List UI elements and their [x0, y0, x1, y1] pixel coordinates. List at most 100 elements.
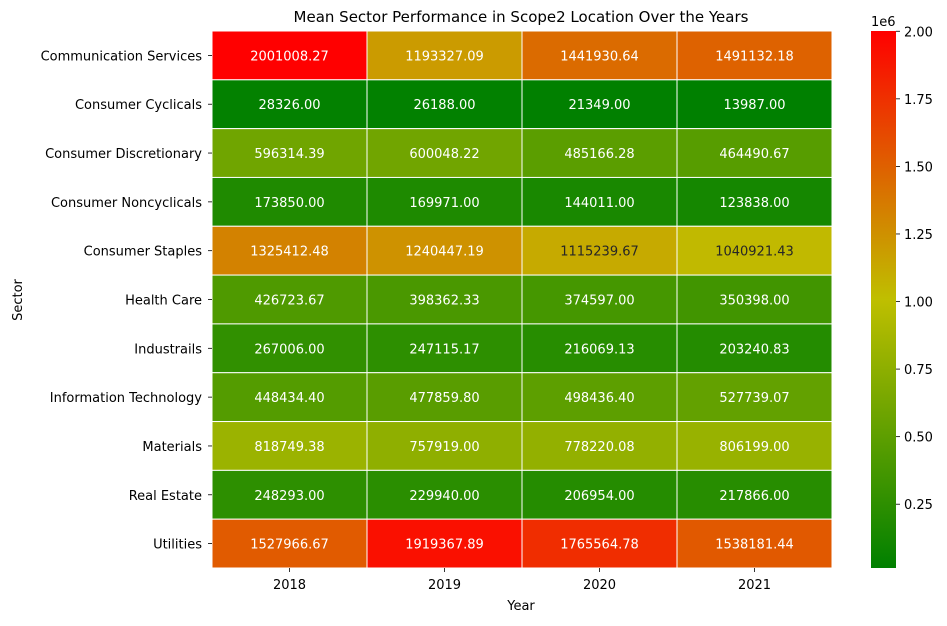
heatmap-cell — [676, 225, 833, 276]
cell-value-label: 13987.00 — [723, 98, 785, 113]
colorbar-tick-label: 1.25 — [904, 228, 933, 243]
heatmap-cell — [366, 469, 523, 520]
cell-value-label: 398362.33 — [409, 294, 479, 309]
heatmap-cell — [521, 372, 678, 423]
cell-value-label: 206954.00 — [564, 489, 634, 504]
y-tick-label: Consumer Staples — [84, 245, 203, 260]
cell-value-label: 2001008.27 — [250, 49, 329, 64]
heatmap-cell — [521, 469, 678, 520]
y-tick-label: Consumer Cyclicals — [75, 98, 202, 113]
colorbar-multiplier-label: 1e6 — [871, 15, 896, 30]
x-axis-label: Year — [506, 599, 535, 614]
cell-value-label: 248293.00 — [254, 489, 324, 504]
cell-value-label: 1919367.89 — [405, 538, 484, 553]
heatmap-cell — [521, 323, 678, 374]
cell-value-label: 247115.17 — [409, 342, 479, 357]
y-tick-label: Real Estate — [129, 489, 202, 504]
heatmap-cell — [521, 274, 678, 325]
cell-value-label: 350398.00 — [719, 294, 789, 309]
colorbar-gradient — [871, 31, 896, 568]
cell-value-label: 806199.00 — [719, 440, 789, 455]
colorbar-tick-label: 0.75 — [904, 363, 933, 378]
y-tick-labels: Communication Services Consumer Cyclicals… — [41, 49, 212, 553]
heatmap-cell — [676, 323, 833, 374]
cell-value-label: 818749.38 — [254, 440, 324, 455]
cell-value-label: 267006.00 — [254, 342, 324, 357]
heatmap-cell — [521, 225, 678, 276]
cell-value-label: 144011.00 — [564, 196, 634, 211]
heatmap-cell — [211, 30, 368, 81]
cell-value-label: 1325412.48 — [250, 245, 329, 260]
cell-value-label: 1441930.64 — [560, 49, 639, 64]
heatmap-cell — [676, 469, 833, 520]
heatmap-cell — [366, 225, 523, 276]
colorbar: 1e6 0.25 0.50 0.75 1.00 1.25 1.50 1.75 2.00 — [871, 15, 933, 568]
cell-value-label: 778220.08 — [564, 440, 634, 455]
cell-value-label: 498436.40 — [564, 391, 634, 406]
cell-value-label: 374597.00 — [564, 294, 634, 309]
x-tick-label: 2018 — [273, 578, 306, 593]
cell-value-label: 203240.83 — [719, 342, 789, 357]
cell-value-label: 527739.07 — [719, 391, 789, 406]
cell-value-label: 1491132.18 — [715, 49, 794, 64]
cell-value-label: 1115239.67 — [560, 245, 639, 260]
colorbar-tick-label: 1.00 — [904, 296, 933, 311]
cell-value-label: 1193327.09 — [405, 49, 484, 64]
heatmap-cell — [211, 323, 368, 374]
y-tick-label: Consumer Noncyclicals — [51, 196, 202, 211]
heatmap-cell — [211, 176, 368, 227]
heatmap-cell — [211, 469, 368, 520]
cell-value-label: 169971.00 — [409, 196, 479, 211]
heatmap-cell — [366, 518, 523, 569]
cell-value-label: 216069.13 — [564, 342, 634, 357]
cell-value-label: 1040921.43 — [715, 245, 794, 260]
y-tick-label: Information Technology — [50, 391, 203, 406]
cell-value-label: 1240447.19 — [405, 245, 484, 260]
heatmap-cell — [366, 128, 523, 178]
cell-value-label: 426723.67 — [254, 294, 324, 309]
y-tick-label: Consumer Discretionary — [45, 147, 202, 162]
cell-value-label: 123838.00 — [719, 196, 789, 211]
colorbar-tick-label: 1.75 — [904, 93, 933, 108]
heatmap-cell — [676, 274, 833, 325]
heatmap-cell — [211, 274, 368, 325]
cell-value-label: 448434.40 — [254, 391, 324, 406]
heatmap-cell — [676, 518, 833, 569]
x-tick-labels: 2018 2019 2020 2021 — [273, 568, 771, 593]
cell-value-label: 1527966.67 — [250, 538, 329, 553]
cell-value-label: 485166.28 — [564, 147, 634, 162]
x-tick-label: 2021 — [738, 578, 771, 593]
y-tick-label: Industrails — [134, 342, 202, 357]
cell-value-label: 596314.39 — [254, 147, 324, 162]
cell-value-label: 26188.00 — [413, 98, 475, 113]
cell-value-label: 757919.00 — [409, 440, 479, 455]
heatmap-cell — [366, 274, 523, 325]
heatmap-cell — [366, 30, 523, 81]
heatmap-cell — [211, 372, 368, 423]
chart-title: Mean Sector Performance in Scope2 Locati… — [294, 8, 749, 26]
heatmap-cell — [676, 30, 833, 81]
cell-value-label: 477859.80 — [409, 391, 479, 406]
y-tick-label: Health Care — [125, 294, 202, 309]
cell-value-label: 173850.00 — [254, 196, 324, 211]
cell-value-label: 600048.22 — [409, 147, 479, 162]
colorbar-ticks: 0.25 0.50 0.75 1.00 1.25 1.50 1.75 2.00 — [896, 25, 933, 513]
heatmap-cell — [521, 421, 678, 471]
heatmap-cell — [676, 176, 833, 227]
heatmap-cells: 2001008.27 1193327.09 1441930.64 1491132.18… — [211, 30, 833, 569]
heatmap-cell — [521, 518, 678, 569]
cell-value-label: 217866.00 — [719, 489, 789, 504]
y-tick-label: Materials — [142, 440, 202, 455]
x-tick-label: 2020 — [583, 578, 616, 593]
cell-value-label: 21349.00 — [568, 98, 630, 113]
colorbar-tick-label: 1.50 — [904, 160, 933, 175]
cell-value-label: 229940.00 — [409, 489, 479, 504]
y-axis-label: Sector — [11, 278, 26, 320]
heatmap-cell — [676, 128, 833, 178]
heatmap-cell — [676, 421, 833, 471]
heatmap-cell — [366, 79, 523, 130]
heatmap-cell — [211, 79, 368, 130]
y-tick-label: Utilities — [153, 538, 202, 553]
